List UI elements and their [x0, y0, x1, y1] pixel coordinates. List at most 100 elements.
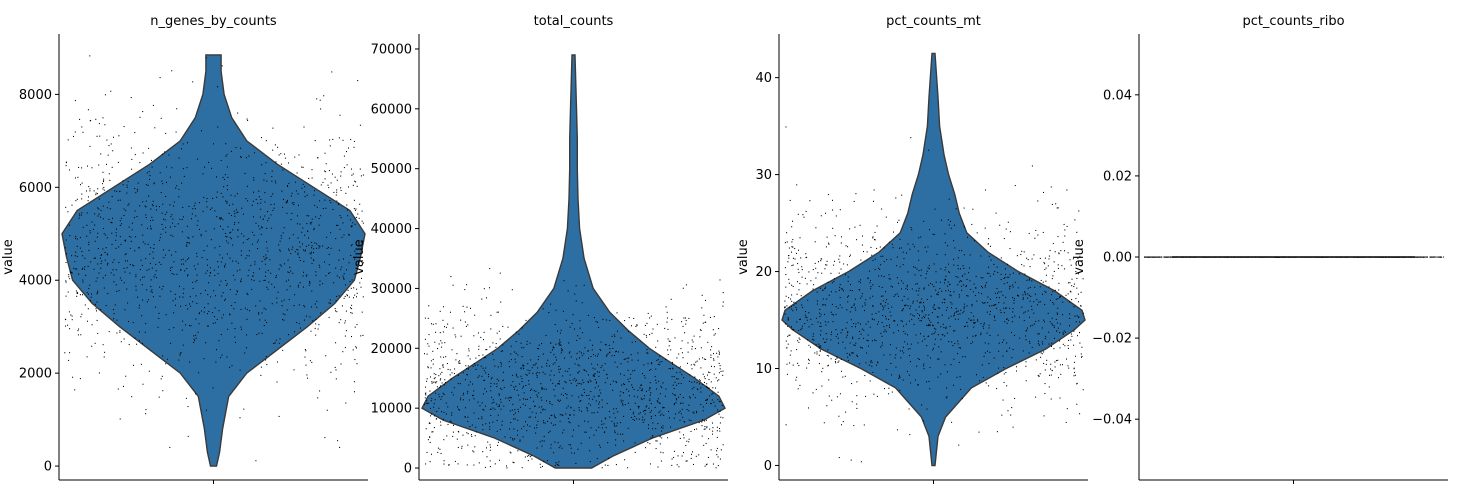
data-point [710, 349, 712, 351]
data-point [578, 365, 580, 367]
data-point [643, 375, 645, 377]
data-point [801, 266, 803, 268]
data-point [647, 363, 649, 365]
data-point [343, 167, 345, 169]
data-point [521, 356, 523, 358]
data-point [350, 307, 351, 309]
data-point [188, 205, 190, 207]
data-point [940, 373, 942, 375]
data-point [443, 411, 445, 413]
data-point [159, 239, 161, 241]
data-point [165, 226, 167, 228]
data-point [1008, 319, 1010, 321]
data-point [569, 379, 571, 381]
data-point [466, 284, 468, 286]
data-point [168, 328, 170, 330]
data-point [502, 350, 504, 352]
data-point [538, 348, 540, 350]
data-point [120, 341, 122, 343]
data-point [589, 437, 591, 439]
data-point [933, 263, 935, 265]
data-point [71, 272, 73, 274]
data-point [937, 316, 939, 318]
data-point [708, 387, 710, 389]
data-point [701, 425, 703, 427]
data-point [173, 205, 174, 207]
data-point [339, 114, 341, 116]
data-point [111, 166, 113, 168]
data-point [320, 312, 322, 314]
data-point [69, 235, 71, 237]
data-point [495, 403, 497, 405]
data-point [688, 317, 690, 319]
data-point [1000, 312, 1002, 314]
data-point [920, 302, 922, 304]
data-point [362, 222, 364, 224]
data-point [121, 223, 123, 225]
data-point [441, 411, 442, 413]
data-point [446, 435, 448, 437]
data-point [587, 381, 589, 383]
data-point [591, 412, 593, 414]
data-point [152, 257, 154, 259]
data-point [342, 351, 344, 353]
data-point [222, 196, 224, 198]
data-point [1165, 256, 1167, 258]
data-point [898, 219, 900, 221]
data-point [329, 139, 331, 141]
data-point [899, 389, 901, 391]
data-point [529, 425, 531, 427]
data-point [650, 403, 652, 405]
data-point [145, 217, 147, 219]
data-point [97, 215, 99, 217]
data-point [98, 208, 100, 210]
data-point [309, 360, 311, 362]
data-point [1006, 318, 1008, 320]
data-point [1000, 257, 1002, 259]
data-point [984, 286, 986, 288]
data-point [564, 357, 565, 359]
data-point [508, 399, 510, 401]
data-point [259, 216, 261, 218]
data-point [551, 415, 553, 417]
data-point [963, 310, 965, 312]
data-point [540, 397, 542, 399]
data-point [870, 286, 872, 288]
data-point [958, 296, 960, 298]
data-point [89, 284, 91, 286]
data-point [466, 306, 468, 308]
data-point [340, 171, 342, 173]
data-point [192, 81, 194, 83]
data-point [574, 328, 575, 330]
data-point [452, 394, 454, 396]
data-point [478, 348, 480, 350]
data-point [558, 461, 560, 463]
data-point [239, 369, 241, 371]
data-point [851, 352, 853, 354]
data-point [459, 362, 461, 364]
data-point [637, 352, 639, 354]
data-point [566, 394, 568, 396]
data-point [1053, 326, 1055, 328]
data-point [111, 196, 113, 198]
data-point [172, 300, 174, 302]
data-point [562, 349, 563, 351]
data-point [361, 246, 363, 248]
data-point [98, 123, 100, 125]
data-point [340, 217, 342, 219]
data-point [678, 367, 680, 369]
data-point [202, 210, 204, 212]
data-point [1040, 356, 1042, 358]
data-point [642, 373, 643, 375]
data-point [171, 70, 173, 72]
data-point [425, 394, 427, 396]
data-point [897, 295, 899, 297]
data-point [682, 397, 684, 399]
data-point [910, 313, 912, 315]
data-point [510, 384, 512, 386]
data-point [1019, 316, 1020, 318]
data-point [856, 381, 858, 383]
data-point [802, 307, 804, 309]
data-point [1012, 297, 1014, 299]
data-point [548, 432, 550, 434]
